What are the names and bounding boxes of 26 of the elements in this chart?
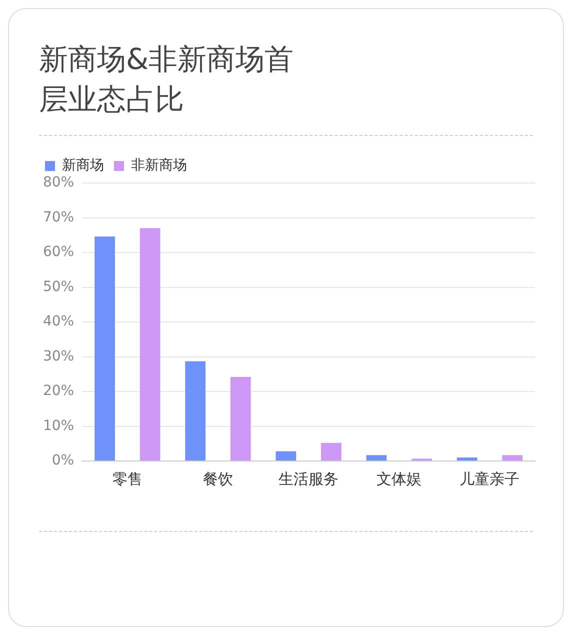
bar — [502, 455, 523, 460]
legend-label: 新商场 — [62, 158, 104, 174]
legend-label: 非新商场 — [131, 158, 187, 174]
y-tick-label: 80% — [42, 174, 74, 191]
x-tick-label: 餐饮 — [202, 470, 233, 488]
y-tick-label: 50% — [42, 278, 74, 295]
x-tick-label: 文体娱 — [376, 470, 422, 488]
y-tick-label: 30% — [42, 348, 74, 364]
y-tick-label: 70% — [42, 209, 74, 226]
bar — [366, 455, 387, 460]
x-tick-label: 生活服务 — [278, 470, 339, 488]
y-tick-label: 40% — [42, 314, 74, 330]
bar — [230, 376, 251, 460]
y-tick-label: 60% — [42, 244, 74, 260]
bar — [456, 458, 478, 460]
bar — [94, 236, 115, 460]
y-tick-label: 20% — [42, 383, 74, 400]
bar — [276, 451, 296, 460]
y-tick-label: 10% — [42, 418, 74, 434]
bar — [321, 442, 342, 460]
bar — [140, 228, 160, 460]
y-tick-label: 0% — [52, 452, 74, 469]
chart-title: 新商场&非新商场首层业态占比 — [39, 41, 295, 118]
x-tick-label: 零售 — [112, 470, 142, 488]
bar — [185, 361, 206, 460]
x-tick-label: 儿童亲子 — [460, 470, 520, 488]
